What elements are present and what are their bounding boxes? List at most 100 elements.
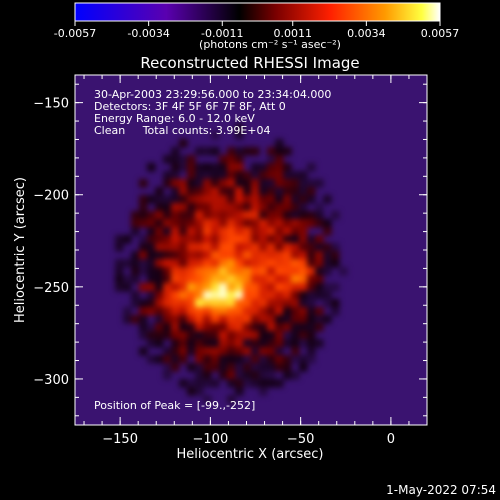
- heatmap-cell: [211, 259, 220, 268]
- heatmap-cell: [299, 307, 308, 316]
- heatmap-cell: [307, 243, 316, 252]
- heatmap-cell: [323, 251, 332, 260]
- heatmap-cell: [147, 291, 156, 300]
- heatmap-cell: [171, 355, 180, 364]
- heatmap-cell: [243, 243, 252, 252]
- heatmap-cell: [275, 227, 284, 236]
- x-tick-label: 0: [387, 432, 395, 447]
- heatmap-cell: [251, 331, 260, 340]
- heatmap-cell: [195, 227, 204, 236]
- heatmap-cell: [187, 187, 196, 196]
- heatmap-cell: [275, 275, 284, 284]
- heatmap-cell: [219, 339, 228, 348]
- heatmap-cell: [307, 235, 316, 244]
- heatmap-cell: [299, 267, 308, 276]
- heatmap-cell: [267, 291, 276, 300]
- heatmap-cell: [187, 275, 196, 284]
- heatmap-cell: [171, 163, 180, 172]
- heatmap-cell: [315, 219, 324, 228]
- heatmap-cell: [211, 163, 220, 172]
- heatmap-cell: [307, 267, 316, 276]
- heatmap-cell: [195, 203, 204, 212]
- heatmap-cell: [219, 363, 228, 372]
- heatmap-cell: [171, 195, 180, 204]
- axes: −150 −100 −50 0 −150 −200 −250 −300: [33, 75, 428, 447]
- heatmap-cell: [211, 235, 220, 244]
- heatmap-cell: [235, 387, 244, 396]
- heatmap-cell: [155, 291, 164, 300]
- heatmap-cell: [227, 163, 236, 172]
- heatmap-cell: [163, 219, 172, 228]
- heatmap-cell: [187, 307, 196, 316]
- heatmap-cell: [187, 227, 196, 236]
- heatmap-cell: [235, 203, 244, 212]
- colorbar-gradient: [74, 2, 441, 22]
- heatmap-cell: [331, 251, 340, 260]
- heatmap-cell: [307, 283, 316, 292]
- heatmap-cell: [179, 235, 188, 244]
- heatmap-cell: [163, 267, 172, 276]
- heatmap-cell: [115, 259, 124, 268]
- heatmap-cell: [315, 291, 324, 300]
- heatmap-cell: [227, 147, 236, 156]
- heatmap-cell: [267, 179, 276, 188]
- annotations: 30-Apr-2003 23:29:56.000 to 23:34:04.000…: [94, 88, 331, 412]
- heatmap-cell: [299, 171, 308, 180]
- heatmap-cell: [171, 259, 180, 268]
- heatmap-cell: [235, 147, 244, 156]
- heatmap-cell: [315, 283, 324, 292]
- heatmap-cell: [227, 235, 236, 244]
- heatmap-cell: [219, 315, 228, 324]
- heatmap-cell: [219, 283, 228, 292]
- heatmap-cell: [243, 379, 252, 388]
- heatmap-cell: [227, 187, 236, 196]
- heatmap-cell: [235, 219, 244, 228]
- heatmap-cell: [299, 211, 308, 220]
- heatmap-cell: [291, 347, 300, 356]
- heatmap-cell: [235, 123, 244, 132]
- heatmap-cell: [227, 347, 236, 356]
- heatmap-cell: [275, 139, 284, 148]
- x-tick-label: −50: [287, 432, 314, 447]
- chart-title: Reconstructed RHESSI Image: [140, 54, 359, 72]
- heatmap-cell: [139, 283, 148, 292]
- heatmap-cell: [219, 275, 228, 284]
- heatmap-cell: [171, 187, 180, 196]
- heatmap-cell: [219, 203, 228, 212]
- heatmap-cell: [203, 275, 212, 284]
- heatmap-cell: [283, 315, 292, 324]
- heatmap-cell: [243, 283, 252, 292]
- heatmap-cell: [211, 203, 220, 212]
- heatmap-cell: [171, 203, 180, 212]
- heatmap-cell: [155, 339, 164, 348]
- heatmap-cell: [171, 235, 180, 244]
- heatmap-cell: [187, 171, 196, 180]
- heatmap-cell: [259, 291, 268, 300]
- heatmap-cell: [283, 235, 292, 244]
- heatmap-cell: [259, 315, 268, 324]
- heatmap-cell: [243, 299, 252, 308]
- heatmap-cell: [203, 283, 212, 292]
- heatmap-cell: [211, 267, 220, 276]
- heatmap-cell: [211, 195, 220, 204]
- heatmap-cell: [251, 291, 260, 300]
- heatmap-cell: [123, 283, 132, 292]
- heatmap-cell: [259, 219, 268, 228]
- heatmap-cell: [195, 147, 204, 156]
- heatmap-cell: [211, 251, 220, 260]
- heatmap-cell: [283, 195, 292, 204]
- heatmap-cell: [291, 355, 300, 364]
- heatmap-cell: [235, 227, 244, 236]
- heatmap-cell: [187, 267, 196, 276]
- heatmap-cell: [235, 371, 244, 380]
- heatmap-cell: [227, 315, 236, 324]
- heatmap-cell: [211, 179, 220, 188]
- heatmap-cell: [211, 347, 220, 356]
- heatmap-cell: [283, 307, 292, 316]
- heatmap-cell: [275, 171, 284, 180]
- heatmap-cell: [275, 299, 284, 308]
- heatmap-cell: [259, 235, 268, 244]
- heatmap-cell: [299, 355, 308, 364]
- heatmap-cell: [251, 235, 260, 244]
- heatmap-cell: [219, 331, 228, 340]
